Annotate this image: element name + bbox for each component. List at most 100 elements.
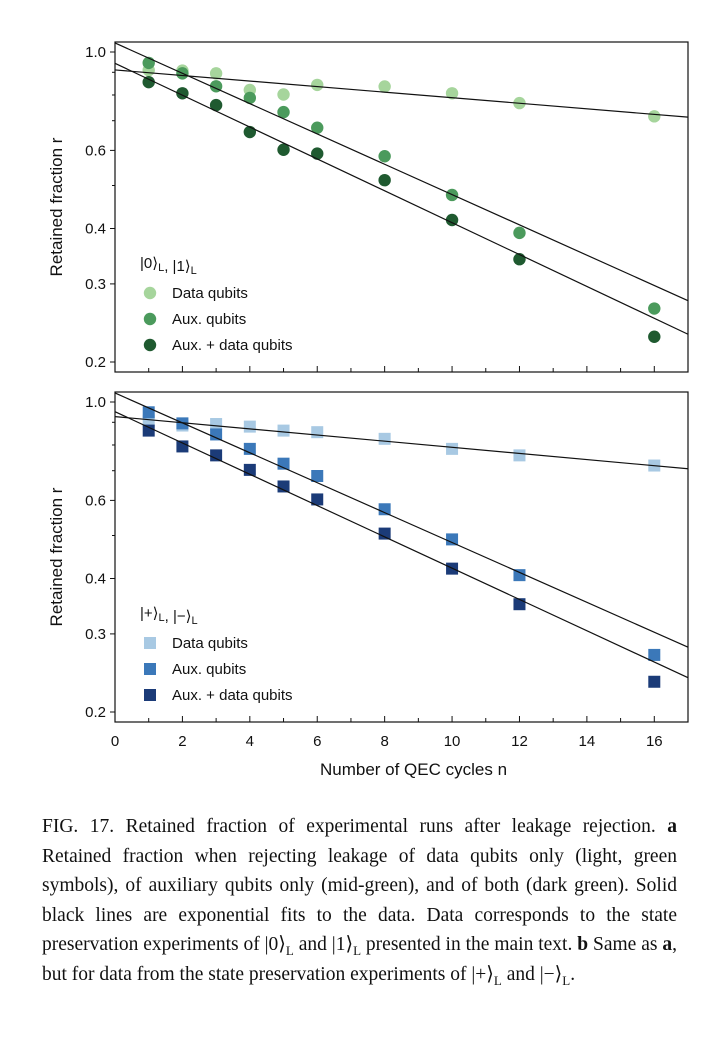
data-point [311,470,324,483]
data-point [277,480,290,493]
figure-caption: FIG. 17. Retained fraction of experiment… [42,812,677,989]
data-point [378,432,391,445]
data-point [378,173,391,187]
state-subscript: L [191,265,197,277]
caption-text: presented in the main text. [361,934,578,955]
caption-text: FIG. 17. Retained fraction of experiment… [42,816,668,837]
data-point [277,105,290,119]
x-tick-label: 8 [380,733,388,750]
data-point [243,91,257,105]
fit-line [115,392,688,648]
legend-marker [143,286,157,300]
caption-text: and |−⟩ [501,963,563,985]
data-point [513,449,526,462]
y-tick-label: 0.6 [85,142,106,159]
data-point [513,569,526,582]
legend-marker [144,637,156,649]
data-point [378,527,391,540]
data-point [445,213,459,227]
legend-marker [143,312,157,326]
x-tick-label: 2 [178,733,186,750]
caption-panel-ref: a [667,816,677,837]
data-point [277,143,290,156]
legend-state-label: |0⟩L, |1⟩L [140,255,197,277]
state-ket: , |1⟩ [164,258,190,275]
x-tick-label: 12 [511,733,528,750]
caption-panel-ref: b [577,934,589,955]
legend-label: Data qubits [172,635,248,652]
caption-subscript: L [562,972,571,988]
plot-frame [114,41,689,373]
state-subscript: L [159,612,165,624]
legend-state-label: |+⟩L, |−⟩L [140,605,198,627]
legend-label: Aux. qubits [172,311,246,328]
state-subscript: L [191,615,197,627]
caption-subscript: L [493,972,502,988]
y-tick-label: 0.4 [85,220,106,237]
y-tick-label: 0.3 [85,626,106,643]
x-tick-label: 6 [313,733,321,750]
caption-text: , but for data from the state preser­vat… [42,934,677,985]
data-point [311,493,324,506]
data-point [446,533,459,546]
data-point [142,75,155,89]
data-point [311,121,324,134]
fit-line [115,69,688,118]
data-point [210,418,223,431]
data-point [648,302,661,315]
state-ket: |+⟩ [140,605,159,622]
y-axis-label: Retained fraction r [47,137,66,276]
data-point [277,88,290,101]
x-tick-label: 0 [111,733,119,750]
caption-subscript: L [353,943,362,958]
caption-text: Retained fraction when rejecting leakage… [42,845,677,956]
data-point [311,78,324,92]
y-tick-label: 0.2 [85,354,106,371]
caption-text: Same as [588,934,663,955]
data-point [311,147,324,160]
legend-label: Aux. + data qubits [172,337,293,354]
data-point [277,424,290,437]
data-point [209,67,223,80]
fit-line [115,416,688,470]
legend-label: Aux. qubits [172,661,246,678]
y-tick-label: 0.4 [85,570,106,587]
state-ket: |0⟩ [140,255,158,272]
fit-line [115,62,688,335]
data-point [378,503,391,516]
y-tick-label: 0.6 [85,492,106,509]
data-point [209,98,223,112]
data-point [445,87,459,100]
y-tick-label: 1.0 [85,394,106,411]
data-point [446,442,459,455]
state-ket: , |−⟩ [165,608,192,625]
caption-text: and |1⟩ [293,934,354,955]
legend-marker [144,663,156,675]
data-point [513,226,526,240]
data-point [210,449,223,462]
data-point [378,150,391,163]
data-point [378,80,391,93]
plot-frame [114,391,689,723]
state-subscript: L [158,262,164,274]
fit-line [115,411,688,679]
x-tick-label: 10 [444,733,461,750]
x-tick-label: 4 [246,733,254,750]
y-tick-label: 0.2 [85,704,106,721]
legend-marker [144,689,156,701]
data-point [648,110,661,123]
data-point [243,420,256,433]
x-tick-label: 14 [579,733,596,750]
data-point [311,426,324,439]
legend-marker [143,338,157,352]
x-tick-label: 16 [646,733,663,750]
data-point [648,675,661,688]
legend-label: Aux. + data qubits [172,687,293,704]
data-point [648,330,661,343]
y-tick-label: 1.0 [85,44,106,61]
data-point [648,648,661,661]
data-point [176,440,189,453]
y-axis-label: Retained fraction r [47,487,66,626]
